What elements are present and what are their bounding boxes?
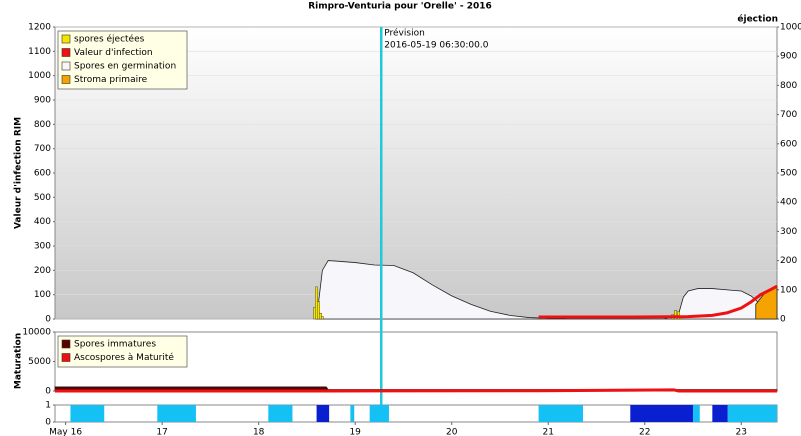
bar bbox=[674, 310, 678, 320]
bar bbox=[317, 301, 320, 320]
y-tick-label: 200 bbox=[34, 266, 51, 276]
y-tick-label: 10000 bbox=[22, 328, 51, 338]
period bbox=[538, 405, 583, 422]
y2-tick-label: 900 bbox=[780, 52, 797, 62]
y-tick-label: 100 bbox=[34, 290, 51, 300]
y2-tick-label: 400 bbox=[780, 198, 797, 208]
y-tick-label: 500 bbox=[34, 193, 51, 203]
legend-label: Ascospores à Maturité bbox=[74, 352, 174, 363]
legend-swatch bbox=[61, 34, 71, 44]
legend-swatch bbox=[61, 48, 71, 57]
y2-tick-label: 200 bbox=[780, 256, 797, 266]
legend-swatch bbox=[61, 353, 71, 362]
x-tick-label: 19 bbox=[349, 428, 361, 436]
y-tick-label: 1000 bbox=[28, 71, 51, 81]
period bbox=[369, 405, 389, 422]
legend-label: Spores immatures bbox=[74, 340, 156, 350]
x-tick-label: 18 bbox=[253, 428, 265, 436]
chart-title: Rimpro-Venturia pour 'Orelle' - 2016 bbox=[308, 2, 492, 12]
period bbox=[70, 405, 105, 422]
x-tick-label: 21 bbox=[543, 428, 554, 436]
y-tick-label: 5000 bbox=[28, 357, 51, 367]
legend-label: Spores en germination bbox=[74, 62, 176, 72]
period bbox=[712, 405, 728, 422]
legend-label: Valeur d'infection bbox=[74, 48, 153, 58]
line bbox=[538, 284, 778, 319]
period bbox=[693, 405, 700, 422]
x-tick-label: 20 bbox=[446, 428, 458, 436]
period bbox=[727, 405, 777, 422]
y-tick-label: 0 bbox=[45, 418, 51, 428]
annotation: Prévision bbox=[384, 28, 425, 39]
y2-tick-label: 500 bbox=[780, 169, 797, 179]
y-tick-label: 800 bbox=[34, 120, 51, 130]
y2-tick-label: 100 bbox=[780, 285, 797, 295]
legend-label: Stroma primaire bbox=[74, 75, 148, 85]
x-tick-label: May 16 bbox=[49, 428, 82, 436]
y2-tick-label: 1000 bbox=[780, 23, 801, 33]
bar bbox=[320, 316, 324, 320]
y-tick-label: 1200 bbox=[28, 23, 51, 33]
y-tick-label: 600 bbox=[34, 169, 51, 179]
y-tick-label: 300 bbox=[34, 242, 51, 252]
y2-axis-title: éjection bbox=[737, 14, 778, 25]
y2-tick-label: 300 bbox=[780, 227, 797, 237]
y-tick-label: 0 bbox=[45, 387, 51, 397]
x-tick-label: 23 bbox=[736, 428, 747, 436]
y-tick-label: 700 bbox=[34, 144, 51, 154]
bar bbox=[319, 312, 322, 320]
y-tick-label: 1 bbox=[45, 401, 51, 411]
line bbox=[55, 388, 777, 393]
y2-tick-label: 700 bbox=[780, 110, 797, 120]
x-tick-label: 17 bbox=[156, 428, 167, 436]
period bbox=[268, 405, 293, 422]
y-tick-label: 0 bbox=[45, 315, 51, 325]
legend-swatch bbox=[61, 339, 71, 349]
period bbox=[630, 405, 694, 422]
y2-tick-label: 0 bbox=[780, 315, 786, 325]
y-tick-label: 1100 bbox=[28, 47, 51, 57]
x-tick-label: 22 bbox=[639, 428, 650, 436]
period bbox=[157, 405, 196, 422]
legend-box bbox=[57, 30, 188, 90]
legend-swatch bbox=[61, 75, 71, 84]
legend-label: spores éjectées bbox=[74, 34, 145, 45]
y-tick-label: 900 bbox=[34, 96, 51, 106]
y2-tick-label: 600 bbox=[780, 139, 797, 149]
legend-swatch bbox=[61, 61, 71, 71]
y-axis-title: Maturation bbox=[14, 333, 24, 389]
area bbox=[316, 260, 778, 320]
y-tick-label: 400 bbox=[34, 217, 51, 227]
period bbox=[316, 405, 330, 422]
period bbox=[350, 405, 355, 422]
annotation: 2016-05-19 06:30:00.0 bbox=[384, 41, 488, 51]
y2-tick-label: 800 bbox=[780, 81, 797, 91]
legend-box bbox=[57, 335, 188, 368]
y-axis-title: Valeur d'infection RIM bbox=[14, 117, 24, 229]
